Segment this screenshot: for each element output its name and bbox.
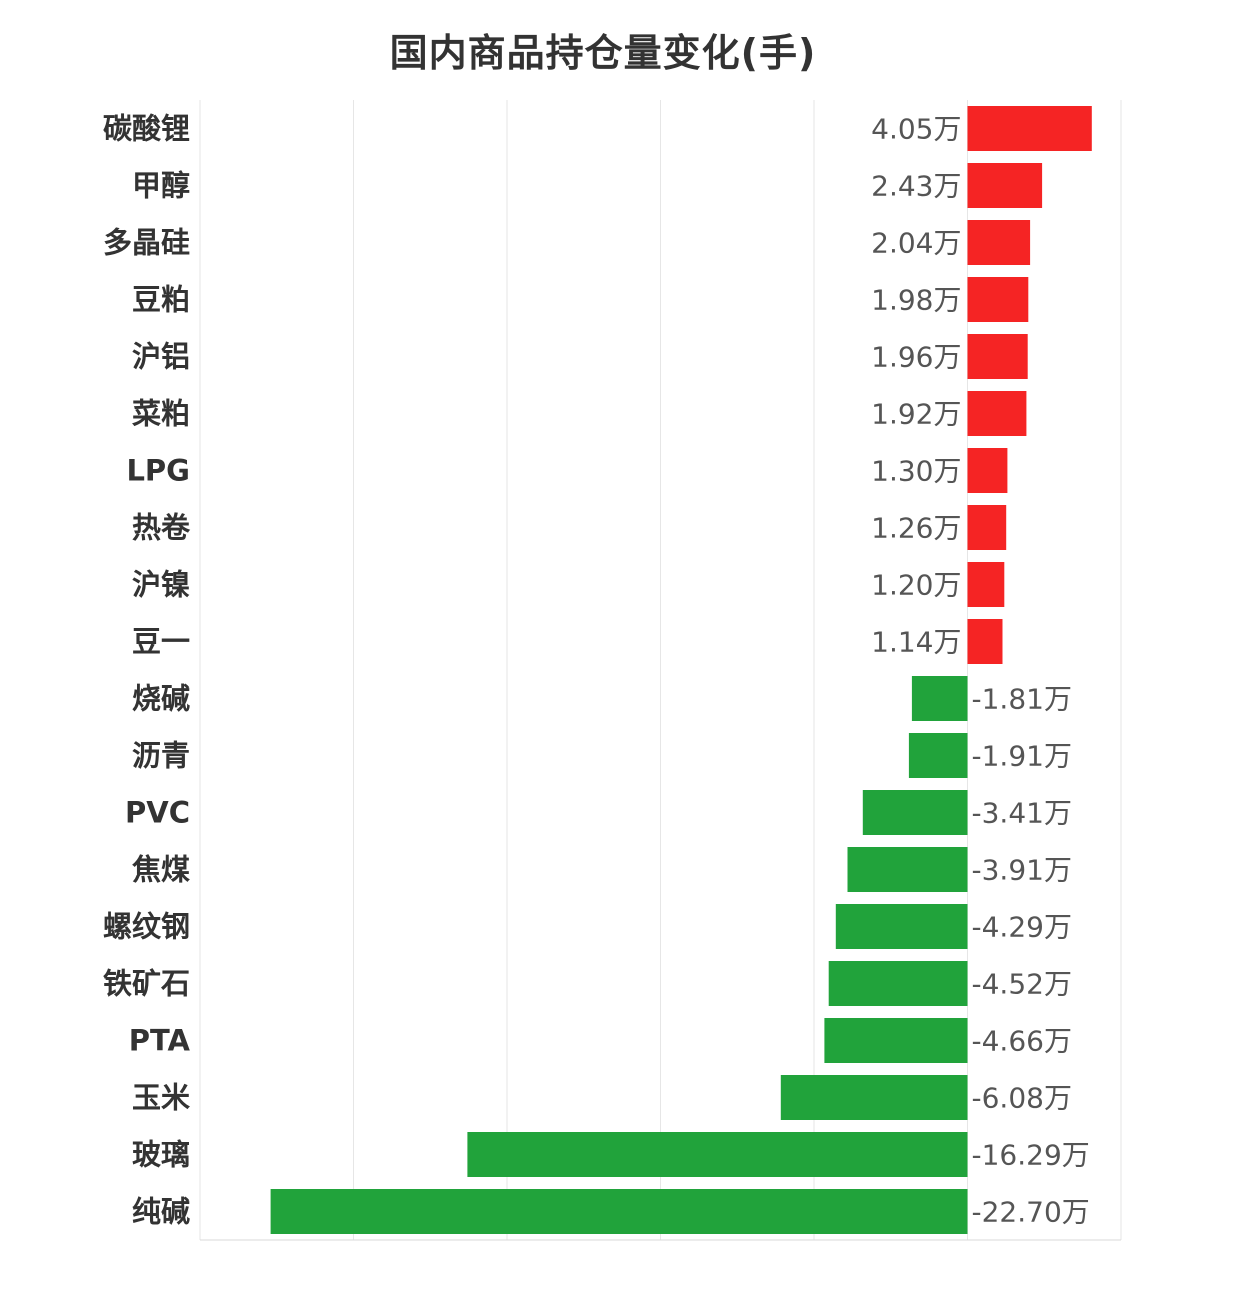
- category-label: 豆粕: [132, 283, 190, 317]
- bar: [467, 1132, 968, 1177]
- data-label: -16.29万: [972, 1139, 1090, 1172]
- category-label: 热卷: [132, 511, 191, 545]
- category-label: 纯碱: [132, 1195, 190, 1229]
- data-label: 1.92万: [871, 398, 961, 431]
- bar: [911, 676, 968, 721]
- bar: [967, 163, 1043, 208]
- data-label: -1.81万: [972, 683, 1072, 716]
- bar: [828, 961, 968, 1006]
- bar: [967, 106, 1092, 151]
- bar: [967, 562, 1005, 607]
- data-label: -1.91万: [972, 740, 1072, 773]
- bar: [967, 619, 1003, 664]
- bar: [967, 505, 1007, 550]
- bar: [967, 334, 1028, 379]
- category-label: 沥青: [132, 739, 190, 773]
- bar: [824, 1018, 968, 1063]
- data-label: 4.05万: [871, 113, 961, 146]
- bar: [967, 391, 1027, 436]
- bar: [270, 1189, 968, 1234]
- category-label: 沪铝: [132, 340, 190, 374]
- bar: [835, 904, 968, 949]
- data-label: -4.52万: [972, 968, 1072, 1001]
- bar: [780, 1075, 968, 1120]
- chart-title: 国内商品持仓量变化(手): [389, 31, 817, 75]
- category-label: 菜粕: [132, 397, 190, 431]
- category-label: 焦煤: [132, 853, 190, 887]
- category-label: 玉米: [132, 1081, 190, 1115]
- category-label: 碳酸锂: [103, 112, 190, 146]
- data-label: 1.98万: [871, 284, 961, 317]
- bar: [967, 220, 1031, 265]
- category-label: 沪镍: [132, 568, 190, 602]
- data-label: 1.20万: [871, 569, 961, 602]
- data-label: -6.08万: [972, 1082, 1072, 1115]
- data-label: 1.14万: [871, 626, 961, 659]
- category-label: LPG: [126, 454, 190, 488]
- data-label: 1.30万: [871, 455, 961, 488]
- bar: [847, 847, 968, 892]
- bar: [908, 733, 968, 778]
- data-label: 1.96万: [871, 341, 961, 374]
- bar: [862, 790, 968, 835]
- data-label: 2.43万: [871, 170, 961, 203]
- category-label: PVC: [125, 796, 190, 830]
- category-label: 螺纹钢: [103, 910, 190, 944]
- data-label: 2.04万: [871, 227, 961, 260]
- bar: [967, 277, 1029, 322]
- category-label: 豆一: [132, 625, 190, 659]
- category-label: 玻璃: [132, 1138, 190, 1172]
- category-label: 烧碱: [132, 682, 190, 716]
- data-label: -4.66万: [972, 1025, 1072, 1058]
- data-label: 1.26万: [871, 512, 961, 545]
- category-label: 甲醇: [132, 169, 190, 203]
- data-label: -22.70万: [972, 1196, 1090, 1229]
- category-label: 铁矿石: [103, 967, 190, 1001]
- data-label: -3.91万: [972, 854, 1072, 887]
- data-label: -3.41万: [972, 797, 1072, 830]
- data-label: -4.29万: [972, 911, 1072, 944]
- bar: [967, 448, 1008, 493]
- category-label: 多晶硅: [103, 226, 190, 260]
- category-label: PTA: [129, 1024, 191, 1058]
